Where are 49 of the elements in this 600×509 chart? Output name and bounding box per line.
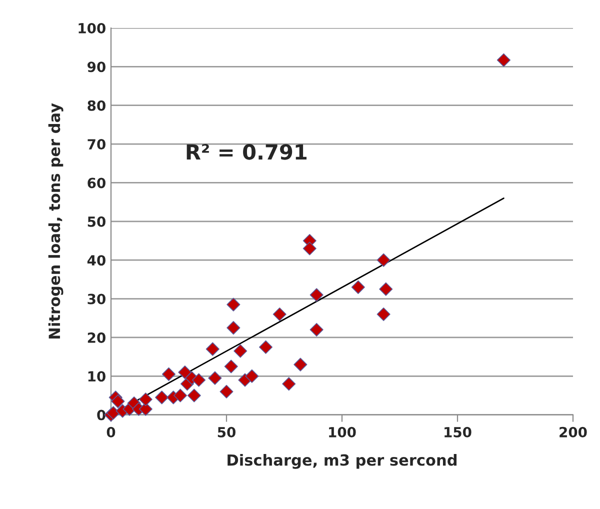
x-tick-label: 200: [560, 426, 587, 438]
x-axis-title: Discharge, m3 per sercond: [228, 454, 457, 469]
point: [224, 360, 238, 374]
point: [245, 369, 259, 383]
point: [174, 388, 188, 402]
x-tick-label: 100: [329, 426, 356, 438]
point: [234, 344, 248, 358]
point: [187, 388, 201, 402]
y-axis-title: Nitrogen load, tons per day: [48, 103, 64, 338]
point: [379, 282, 393, 296]
y-tick-label: 50: [88, 216, 106, 227]
point: [178, 365, 192, 380]
point: [206, 342, 220, 356]
point: [282, 377, 296, 391]
point: [310, 288, 324, 302]
point: [302, 242, 316, 256]
point: [258, 340, 273, 354]
point: [272, 307, 286, 322]
point: [496, 53, 510, 67]
y-tick-label: 100: [78, 22, 106, 34]
point: [376, 307, 390, 322]
x-tick-label: 0: [106, 426, 116, 438]
point: [376, 253, 390, 267]
y-tick-label: 20: [88, 332, 106, 343]
y-tick-label: 30: [88, 294, 106, 304]
y-tick-label: 80: [88, 100, 106, 111]
y-tick-label: 70: [88, 139, 106, 150]
point: [226, 321, 240, 335]
point: [226, 298, 240, 312]
point: [310, 322, 324, 337]
point: [192, 373, 206, 387]
point: [208, 371, 222, 385]
point: [294, 358, 308, 372]
point: [155, 390, 169, 404]
y-tick-label: 90: [88, 62, 106, 72]
x-tick-label: 150: [444, 426, 472, 438]
point: [138, 392, 152, 406]
annotation: R² = 0.791: [186, 144, 307, 160]
point: [351, 280, 365, 294]
y-tick-label: 0: [97, 410, 106, 420]
point: [111, 394, 125, 408]
y-tick-label: 40: [87, 255, 106, 266]
point: [220, 384, 234, 398]
point: [162, 367, 176, 381]
point: [138, 402, 152, 416]
y-tick-label: 60: [88, 178, 106, 188]
x-tick-label: 50: [218, 426, 236, 438]
point: [106, 406, 120, 420]
y-tick-label: 10: [88, 371, 106, 382]
